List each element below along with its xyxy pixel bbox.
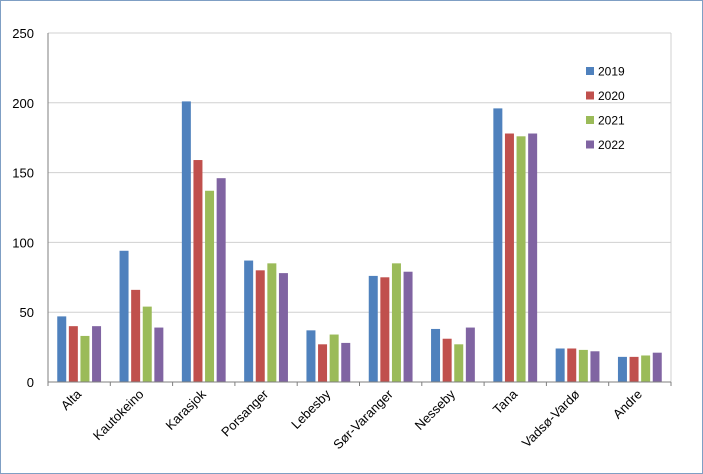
bar-2021-nesseby: [454, 344, 464, 382]
bar-2020-porsanger: [255, 270, 265, 382]
bar-2019-alta: [57, 316, 67, 382]
bar-2021-vadsø-vardø: [578, 349, 588, 382]
bar-2019-porsanger: [244, 260, 254, 382]
x-tick-label: Nesseby: [412, 386, 459, 433]
bar-2022-vadsø-vardø: [590, 351, 600, 382]
y-tick-label: 100: [12, 235, 34, 250]
bar-2020-karasjok: [193, 160, 203, 382]
legend-swatch-2020: [586, 91, 594, 100]
y-tick-label: 0: [27, 375, 34, 390]
bar-2022-alta: [92, 326, 102, 382]
bar-2022-kautokeino: [154, 327, 164, 382]
x-tick-label: Vadsø-Vardø: [519, 386, 583, 450]
bar-2019-karasjok: [181, 101, 191, 383]
bar-2020-kautokeino: [131, 289, 141, 382]
bar-2019-sør-varanger: [368, 275, 378, 382]
y-tick-label: 250: [12, 26, 34, 41]
bar-2019-tana: [493, 108, 503, 382]
bar-2020-alta: [68, 326, 78, 382]
y-tick-label: 200: [12, 96, 34, 111]
x-tick-label: Lebesby: [288, 386, 334, 432]
bar-2019-lebesby: [306, 330, 316, 382]
legend-swatch-2019: [586, 67, 594, 75]
bar-2019-vadsø-vardø: [555, 348, 565, 382]
bar-2020-vadsø-vardø: [567, 348, 577, 382]
legend-swatch-2022: [586, 140, 594, 149]
x-tick-label: Andre: [610, 387, 645, 422]
legend-swatch-2021: [586, 116, 594, 124]
x-tick-label: Sør-Varanger: [330, 386, 396, 452]
legend-label-2022: 2022: [598, 138, 625, 152]
bar-2022-sør-varanger: [403, 271, 413, 382]
bar-2022-nesseby: [465, 327, 475, 382]
bar-2021-alta: [80, 335, 90, 382]
bar-2022-porsanger: [278, 273, 288, 382]
bar-2019-nesseby: [431, 328, 441, 382]
bar-2022-andre: [652, 352, 662, 382]
bar-2022-tana: [528, 133, 538, 382]
bar-2020-andre: [629, 356, 639, 382]
x-tick-label: Karasjok: [163, 386, 210, 433]
y-axis: 0 50 100 150 200 250: [12, 26, 49, 390]
bars: [57, 101, 662, 383]
bar-2022-lebesby: [341, 342, 351, 382]
legend-label-2019: 2019: [598, 65, 625, 79]
bar-2019-kautokeino: [119, 250, 129, 382]
legend-label-2020: 2020: [598, 89, 625, 103]
bar-2021-sør-varanger: [391, 263, 401, 382]
y-tick-label: 150: [12, 166, 34, 181]
bar-2020-tana: [504, 133, 514, 382]
legend: 2019 2020 2021 2022: [586, 65, 625, 152]
bar-2021-lebesby: [329, 334, 339, 382]
bar-2021-kautokeino: [142, 306, 152, 382]
x-tick-label: Alta: [58, 386, 85, 413]
bar-2021-andre: [641, 355, 651, 382]
bar-2020-sør-varanger: [380, 277, 390, 382]
x-tick-label: Kautokeino: [90, 387, 147, 444]
bar-2021-porsanger: [267, 263, 277, 382]
bar-2022-karasjok: [216, 178, 226, 382]
bar-2021-tana: [516, 136, 526, 382]
bar-2020-nesseby: [442, 338, 452, 382]
gridlines: [48, 32, 672, 382]
bar-2021-karasjok: [205, 190, 215, 382]
y-tick-label: 50: [20, 305, 34, 320]
x-tick-label: Porsanger: [218, 386, 271, 439]
x-tick-label: Tana: [490, 386, 521, 417]
bar-2020-lebesby: [318, 344, 328, 382]
bar-2019-andre: [617, 356, 627, 382]
x-axis: Alta Kautokeino Karasjok Porsanger LebesbySø…: [47, 381, 672, 452]
legend-label-2021: 2021: [598, 114, 625, 128]
